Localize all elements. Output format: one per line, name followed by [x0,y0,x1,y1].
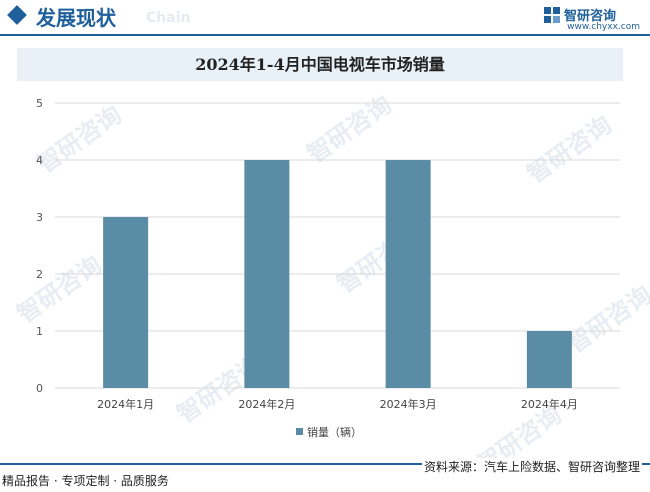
x-tick-label: 2024年2月 [238,397,295,411]
x-tick-label: 2024年1月 [97,397,154,411]
legend-label: 销量（辆） [307,425,362,439]
y-tick-label: 0 [36,382,43,395]
brand-logo-icon [544,7,560,23]
bar [385,160,431,388]
bars [103,160,572,388]
y-tick-label: 1 [36,325,43,338]
y-tick-label: 4 [36,154,43,167]
legend-swatch [296,428,303,435]
bar [103,217,149,388]
source-note: 资料来源：汽车上险数据、智研咨询整理 [421,458,642,475]
brand-name: 智研咨询 [564,9,617,24]
y-axis-ticks: 0 1 2 3 4 5 [36,97,43,395]
legend: 销量（辆） [296,425,362,439]
brand-url: www.chyxx.com [567,22,640,32]
page-header: 发展现状 Chain [0,0,650,40]
bar-chart: 0 1 2 3 4 5 2024年1月 2024年2月 2024年3月 2024年4月 销量（辆… [36,97,620,439]
footer-divider [0,463,650,465]
chart-title-banner: 2024年1-4月中国电视车市场销量 [17,48,623,81]
y-tick-label: 2 [36,268,43,281]
bar [244,160,290,388]
y-tick-label: 3 [36,211,43,224]
diamond-icon [7,5,27,25]
section-title-en: Chain [146,10,191,26]
chart-title: 2024年1-4月中国电视车市场销量 [195,55,445,74]
y-tick-label: 5 [36,97,43,110]
footer-slogan: 精品报告 · 专项定制 · 品质服务 [2,474,169,488]
brand-block: 智研咨询 www.chyxx.com [544,3,640,33]
header-divider [0,34,650,36]
x-tick-label: 2024年4月 [521,397,578,411]
x-tick-label: 2024年3月 [380,397,437,411]
bar [526,331,572,388]
gridlines [55,102,620,389]
x-axis-ticks: 2024年1月 2024年2月 2024年3月 2024年4月 [97,397,578,411]
section-title: 发展现状 [36,6,116,30]
